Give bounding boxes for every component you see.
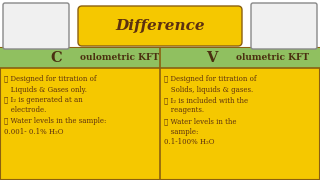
Text: ➤ I₂ is generated at an: ➤ I₂ is generated at an <box>4 96 83 104</box>
FancyBboxPatch shape <box>251 3 317 49</box>
Text: C: C <box>50 51 62 65</box>
Text: ➤ Designed for titration of: ➤ Designed for titration of <box>164 75 257 83</box>
Text: ➤ Water levels in the sample:: ➤ Water levels in the sample: <box>4 117 106 125</box>
Text: 0.1-100% H₂O: 0.1-100% H₂O <box>164 138 214 146</box>
Text: Liquids & Gases only.: Liquids & Gases only. <box>4 86 87 93</box>
Text: oulometric KFT: oulometric KFT <box>80 53 159 62</box>
Text: ➤ I₂ is included with the: ➤ I₂ is included with the <box>164 96 248 104</box>
Text: ➤ Water levels in the: ➤ Water levels in the <box>164 117 236 125</box>
Text: sample:: sample: <box>164 127 198 136</box>
Text: Solids, liquids & gases.: Solids, liquids & gases. <box>164 86 253 93</box>
Bar <box>0 48 320 68</box>
Text: olumetric KFT: olumetric KFT <box>236 53 309 62</box>
Text: reagents.: reagents. <box>164 107 204 114</box>
Text: ➤ Designed for titration of: ➤ Designed for titration of <box>4 75 97 83</box>
FancyBboxPatch shape <box>3 3 69 49</box>
FancyBboxPatch shape <box>78 6 242 46</box>
Text: electrode.: electrode. <box>4 107 46 114</box>
Text: Difference: Difference <box>115 19 205 33</box>
Text: V: V <box>206 51 218 65</box>
Text: 0.001- 0.1% H₂O: 0.001- 0.1% H₂O <box>4 127 63 136</box>
Bar <box>0 48 320 180</box>
